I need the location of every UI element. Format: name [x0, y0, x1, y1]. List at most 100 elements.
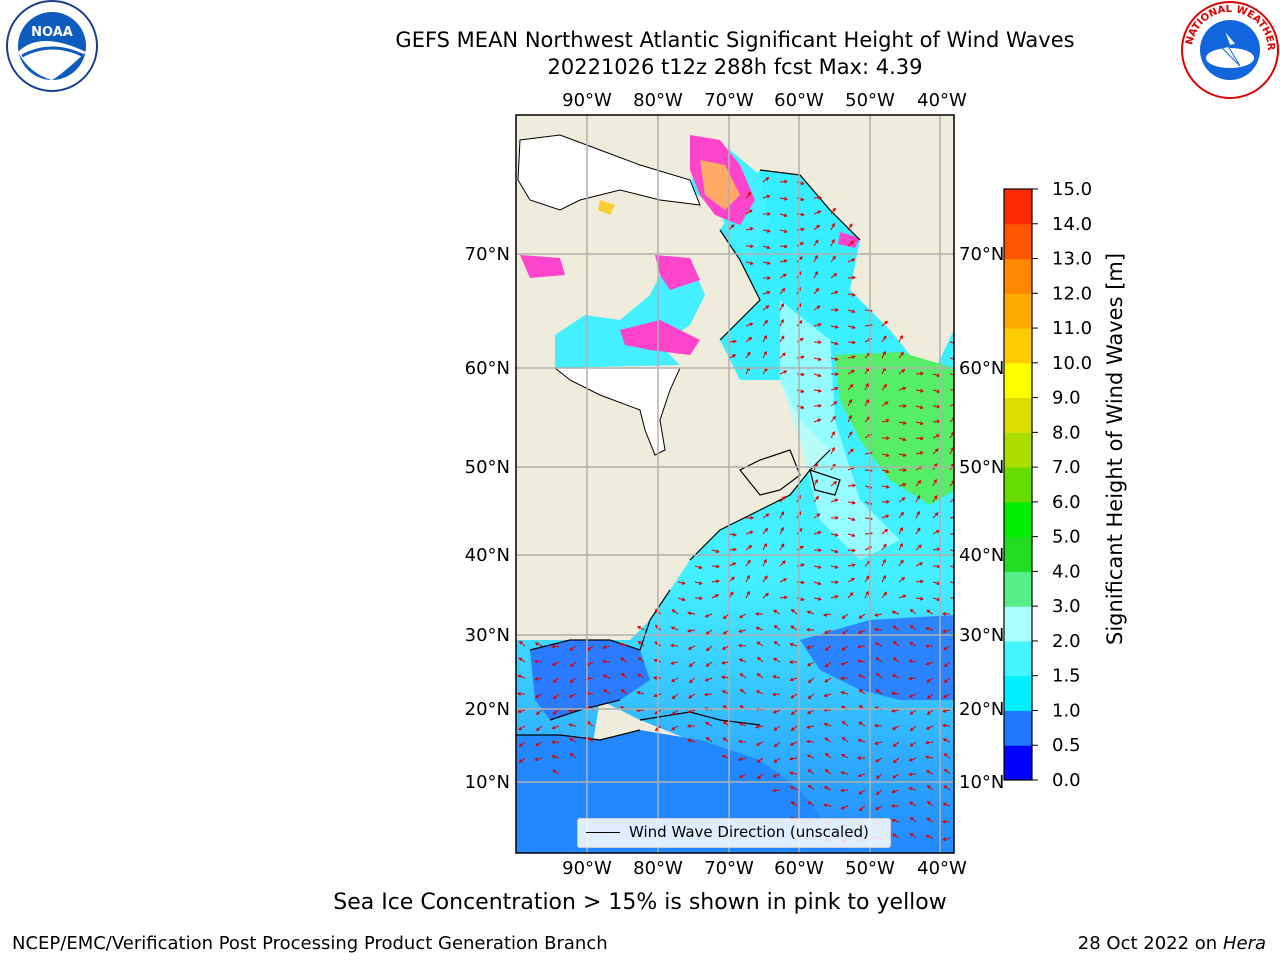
- wave-direction-arrow: [773, 725, 781, 731]
- wave-direction-arrow: [790, 709, 798, 716]
- wave-direction-arrow: [636, 691, 645, 695]
- wave-direction-arrow: [907, 676, 917, 681]
- wave-direction-arrow: [739, 673, 747, 679]
- wave-direction-arrow: [756, 773, 764, 780]
- wave-direction-arrow: [909, 625, 917, 631]
- wave-direction-arrow: [790, 625, 798, 631]
- wave-direction-arrow: [534, 642, 543, 647]
- wave-direction-arrow: [535, 693, 543, 698]
- wave-direction-arrow: [830, 480, 838, 487]
- wave-direction-arrow: [941, 723, 951, 728]
- wave-direction-arrow: [687, 645, 696, 650]
- wave-direction-arrow: [807, 784, 815, 791]
- wave-direction-arrow: [762, 575, 768, 583]
- wave-direction-arrow: [892, 625, 900, 631]
- wave-direction-arrow: [915, 451, 924, 455]
- wave-direction-arrow: [535, 741, 543, 747]
- wave-direction-arrow: [857, 674, 866, 679]
- wave-direction-arrow: [941, 611, 951, 616]
- wave-direction-arrow: [518, 757, 526, 763]
- wave-direction-arrow: [762, 276, 772, 280]
- wave-direction-arrow: [891, 818, 900, 823]
- wave-direction-arrow: [721, 660, 730, 665]
- wave-direction-arrow: [898, 559, 904, 567]
- wave-direction-arrow: [898, 497, 906, 503]
- colorbar-segment: [1004, 258, 1032, 294]
- colorbar-segment: [1004, 328, 1032, 364]
- wave-direction-arrow: [552, 693, 560, 700]
- wave-direction-arrow: [738, 722, 747, 727]
- lon-label-bottom: 70°W: [704, 858, 754, 879]
- wave-direction-arrow: [898, 386, 907, 391]
- wave-direction-arrow: [737, 643, 747, 648]
- wave-direction-arrow: [790, 693, 798, 699]
- wave-direction-arrow: [841, 736, 849, 743]
- wave-direction-arrow: [847, 325, 856, 329]
- wave-direction-arrow: [688, 661, 696, 667]
- wave-direction-arrow: [517, 674, 526, 679]
- wave-direction-arrow: [703, 692, 713, 697]
- lat-label-left: 10°N: [465, 772, 510, 793]
- colorbar-segment: [1004, 189, 1032, 225]
- wave-direction-arrow: [518, 725, 526, 731]
- wave-direction-arrow: [762, 212, 772, 216]
- wave-direction-arrow: [762, 290, 771, 295]
- wave-direction-arrow: [864, 590, 869, 599]
- wave-direction-arrow: [756, 673, 764, 679]
- colorbar-tick-label: 1.0: [1052, 700, 1081, 721]
- wave-direction-arrow: [773, 640, 781, 647]
- wave-direction-arrow: [671, 609, 679, 615]
- wave-direction-arrow: [909, 816, 917, 823]
- legend-label: Wind Wave Direction (unscaled): [629, 823, 869, 841]
- wave-direction-arrow: [670, 661, 679, 665]
- wave-direction-arrow: [830, 446, 835, 455]
- wave-direction-arrow: [925, 626, 934, 631]
- wave-direction-arrow: [711, 579, 720, 584]
- wave-direction-arrow: [856, 756, 866, 760]
- wave-direction-arrow: [892, 833, 900, 839]
- wave-direction-arrow: [881, 528, 889, 535]
- wave-direction-arrow: [796, 545, 804, 551]
- wave-direction-arrow: [892, 773, 900, 779]
- wave-direction-arrow: [721, 690, 730, 695]
- wave-direction-arrow: [738, 757, 747, 761]
- colorbar-tick-label: 7.0: [1052, 457, 1081, 478]
- wave-direction-arrow: [847, 340, 857, 345]
- wave-direction-arrow: [898, 542, 903, 551]
- wave-direction-arrow: [773, 609, 781, 615]
- wave-direction-arrow: [771, 692, 781, 697]
- lon-label-bottom: 60°W: [774, 858, 824, 879]
- wave-direction-arrow: [796, 242, 805, 247]
- colorbar-segment: [1004, 501, 1032, 538]
- wave-direction-arrow: [694, 596, 704, 601]
- wave-direction-arrow: [796, 580, 806, 585]
- wave-direction-arrow: [881, 514, 890, 519]
- wave-direction-arrow: [830, 357, 839, 361]
- wave-direction-arrow: [830, 290, 839, 295]
- wave-direction-arrow: [813, 357, 822, 361]
- wave-direction-arrow: [550, 740, 560, 745]
- wave-direction-arrow: [898, 594, 907, 599]
- wave-direction-arrow: [790, 801, 798, 807]
- wave-direction-arrow: [711, 594, 720, 599]
- wave-direction-arrow: [847, 563, 856, 567]
- wave-direction-arrow: [517, 709, 526, 714]
- wave-direction-arrow: [755, 690, 764, 695]
- hudson-bay: [555, 260, 705, 368]
- wave-direction-arrow: [830, 325, 839, 329]
- wave-direction-arrow: [840, 661, 849, 666]
- wave-direction-arrow: [779, 179, 789, 184]
- wave-direction-arrow: [728, 339, 738, 344]
- wave-direction-arrow: [796, 338, 805, 343]
- wave-direction-arrow: [915, 579, 925, 584]
- wave-direction-arrow: [704, 613, 713, 618]
- wave-direction-arrow: [881, 543, 887, 551]
- wave-direction-arrow: [823, 803, 832, 808]
- wave-direction-arrow: [796, 405, 805, 410]
- wave-direction-arrow: [762, 350, 767, 359]
- wave-direction-arrow: [806, 709, 815, 715]
- wave-direction-arrow: [824, 661, 832, 668]
- wave-direction-arrow: [823, 629, 832, 634]
- wave-direction-arrow: [847, 292, 856, 297]
